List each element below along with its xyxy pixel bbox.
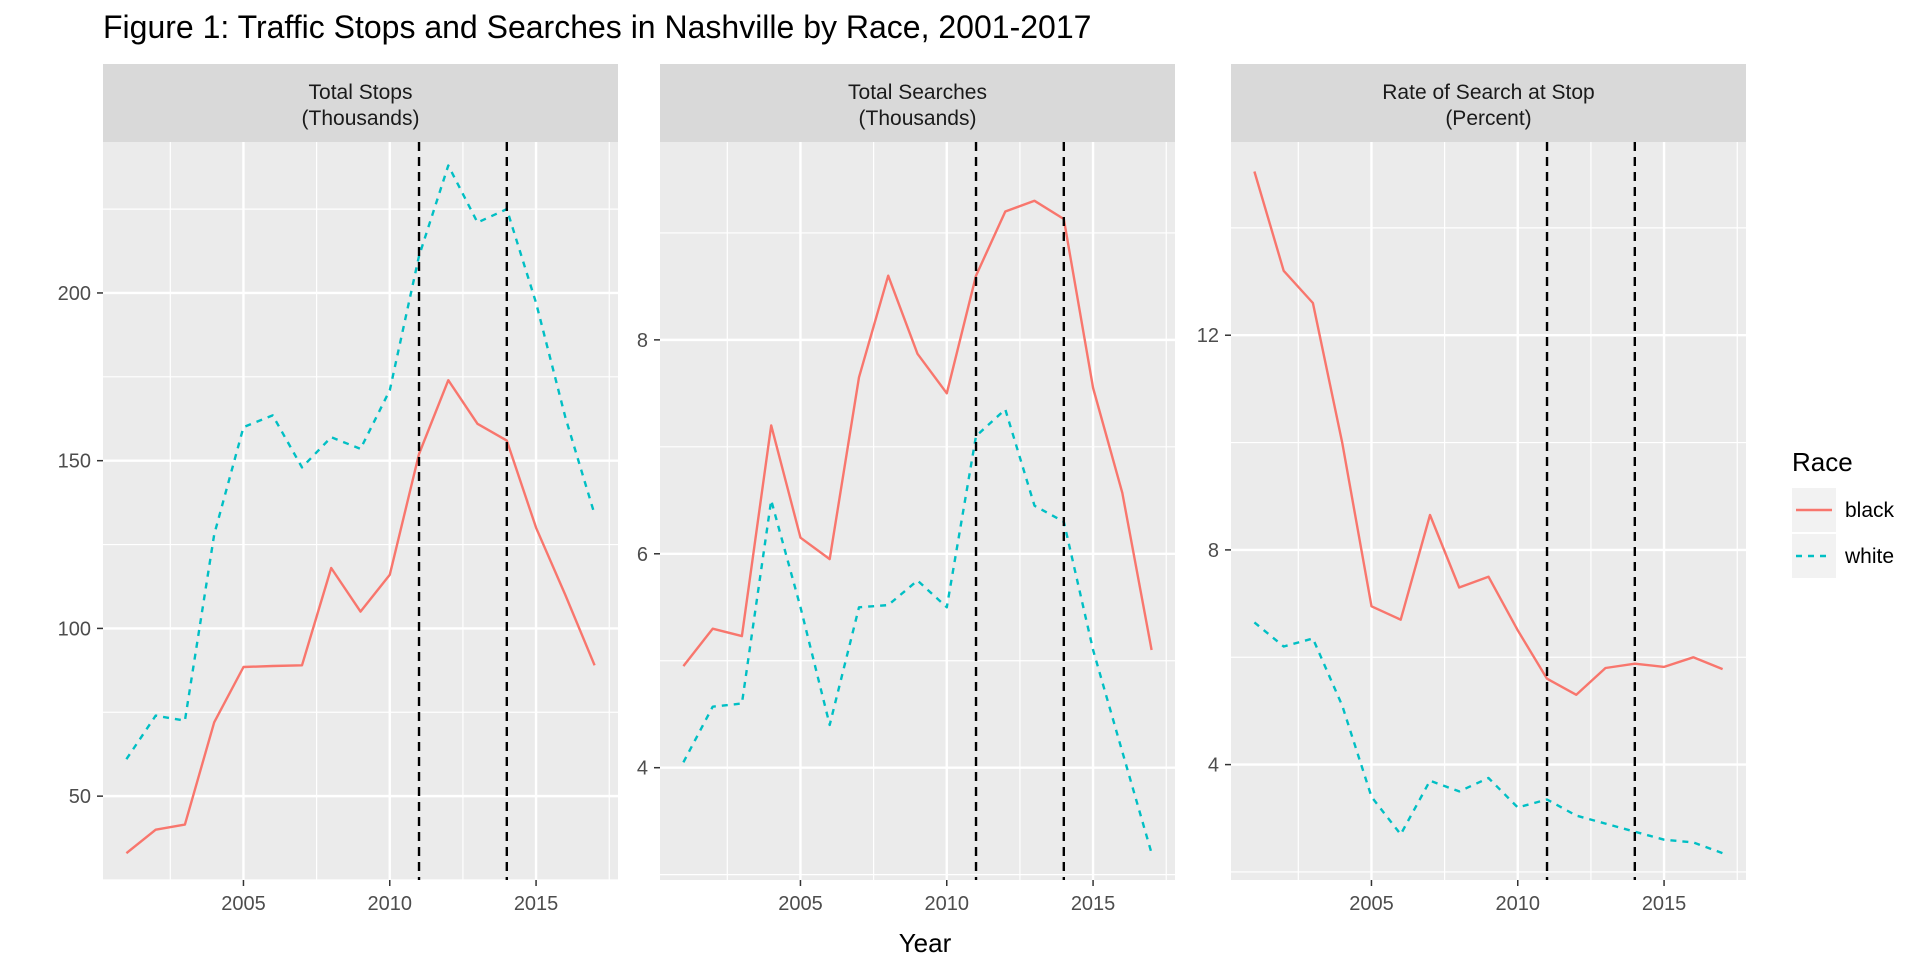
panel-2: Total Searches (Thousands) 4 6 8 2005 2010 2015 — [637, 64, 1175, 915]
x-tick-label: 2015 — [514, 893, 559, 915]
facet-strip-label: (Percent) — [1445, 107, 1531, 130]
y-tick-label: 100 — [58, 618, 91, 640]
facet-strip-label: Total Stops — [309, 81, 413, 104]
panel-1: Total Stops (Thousands) 50 100 150 200 2005 201… — [58, 64, 618, 915]
y-tick-label: 4 — [637, 758, 648, 780]
x-tick-label: 2010 — [925, 893, 970, 915]
facet-strip-label: (Thousands) — [302, 107, 420, 130]
y-tick-label: 50 — [69, 786, 91, 808]
x-tick-label: 2005 — [221, 893, 266, 915]
facet-strip — [1231, 64, 1746, 142]
y-tick-label: 6 — [637, 544, 648, 566]
x-tick-label: 2015 — [1642, 893, 1687, 915]
facet-strip-label: (Thousands) — [859, 107, 977, 130]
legend-title: Race — [1792, 447, 1853, 477]
chart-panels: Total Stops (Thousands) 50 100 150 200 2005 201… — [58, 64, 1746, 915]
legend: Race black white — [1792, 447, 1895, 578]
series-line-white — [1253, 621, 1724, 855]
x-tick-label: 2015 — [1071, 893, 1116, 915]
panel-background — [103, 142, 618, 880]
legend-label: black — [1845, 499, 1895, 522]
figure-title: Figure 1: Traffic Stops and Searches in … — [103, 9, 1091, 45]
facet-strip — [660, 64, 1175, 142]
panel-3: Rate of Search at Stop (Percent) 4 8 12 2005 2… — [1197, 64, 1746, 915]
y-tick-label: 8 — [637, 330, 648, 352]
y-tick-label: 200 — [58, 283, 91, 305]
facet-strip-label: Rate of Search at Stop — [1382, 81, 1594, 104]
facet-strip — [103, 64, 618, 142]
series-line-black — [1253, 171, 1724, 696]
facet-strip-label: Total Searches — [848, 81, 987, 104]
series-line-black — [682, 199, 1153, 667]
legend-label: white — [1844, 545, 1894, 568]
x-tick-label: 2005 — [778, 893, 823, 915]
x-tick-label: 2010 — [368, 893, 413, 915]
panel-background — [1231, 142, 1746, 880]
x-axis-label: Year — [899, 928, 952, 958]
x-tick-label: 2010 — [1496, 893, 1541, 915]
y-tick-label: 12 — [1197, 325, 1219, 347]
series-line-white — [682, 408, 1153, 854]
y-tick-label: 8 — [1208, 540, 1219, 562]
y-tick-label: 150 — [58, 451, 91, 473]
panel-background — [660, 142, 1175, 880]
y-tick-label: 4 — [1208, 755, 1219, 777]
series-line-black — [125, 379, 596, 855]
x-tick-label: 2005 — [1349, 893, 1394, 915]
series-line-white — [125, 164, 596, 760]
